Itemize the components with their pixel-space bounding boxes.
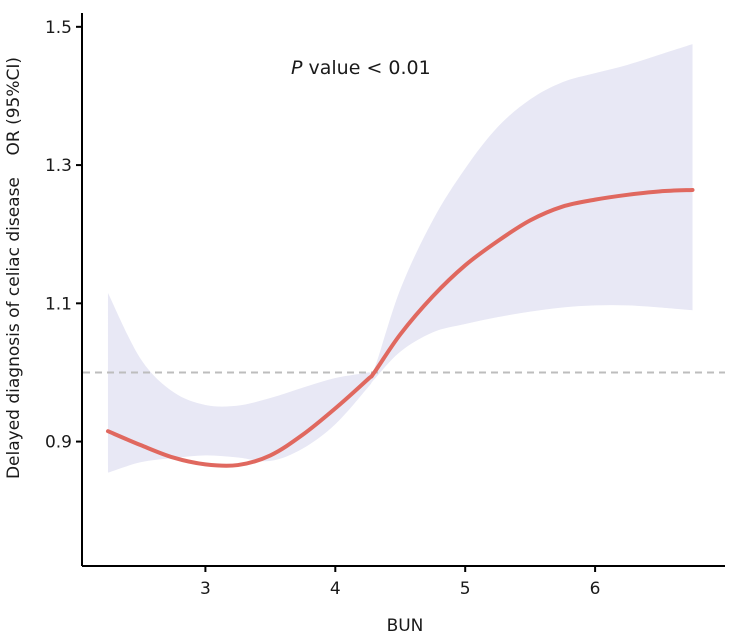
x-tick-label: 3 [200,579,211,599]
confidence-band [107,44,693,473]
y-tick-label: 1.1 [45,294,72,314]
x-axis-title: BUN [387,616,424,636]
y-tick-label: 1.3 [45,156,72,176]
y-tick-label: 0.9 [45,433,72,453]
p-value-text: value < 0.01 [302,57,430,79]
y-tick-label: 1.5 [45,18,72,38]
p-value-symbol: P [291,57,303,79]
y-axis-title: Delayed diagnosis of celiac disease OR (… [4,57,24,479]
x-axis: 3 4 5 6 [82,565,725,599]
x-tick-label: 4 [330,579,341,599]
or-curve [105,187,695,468]
x-tick-label: 6 [590,579,601,599]
x-tick-label: 5 [460,579,471,599]
y-axis: 0.9 1.1 1.3 1.5 [45,13,83,566]
p-value-annotation: P value < 0.01 [291,57,431,79]
